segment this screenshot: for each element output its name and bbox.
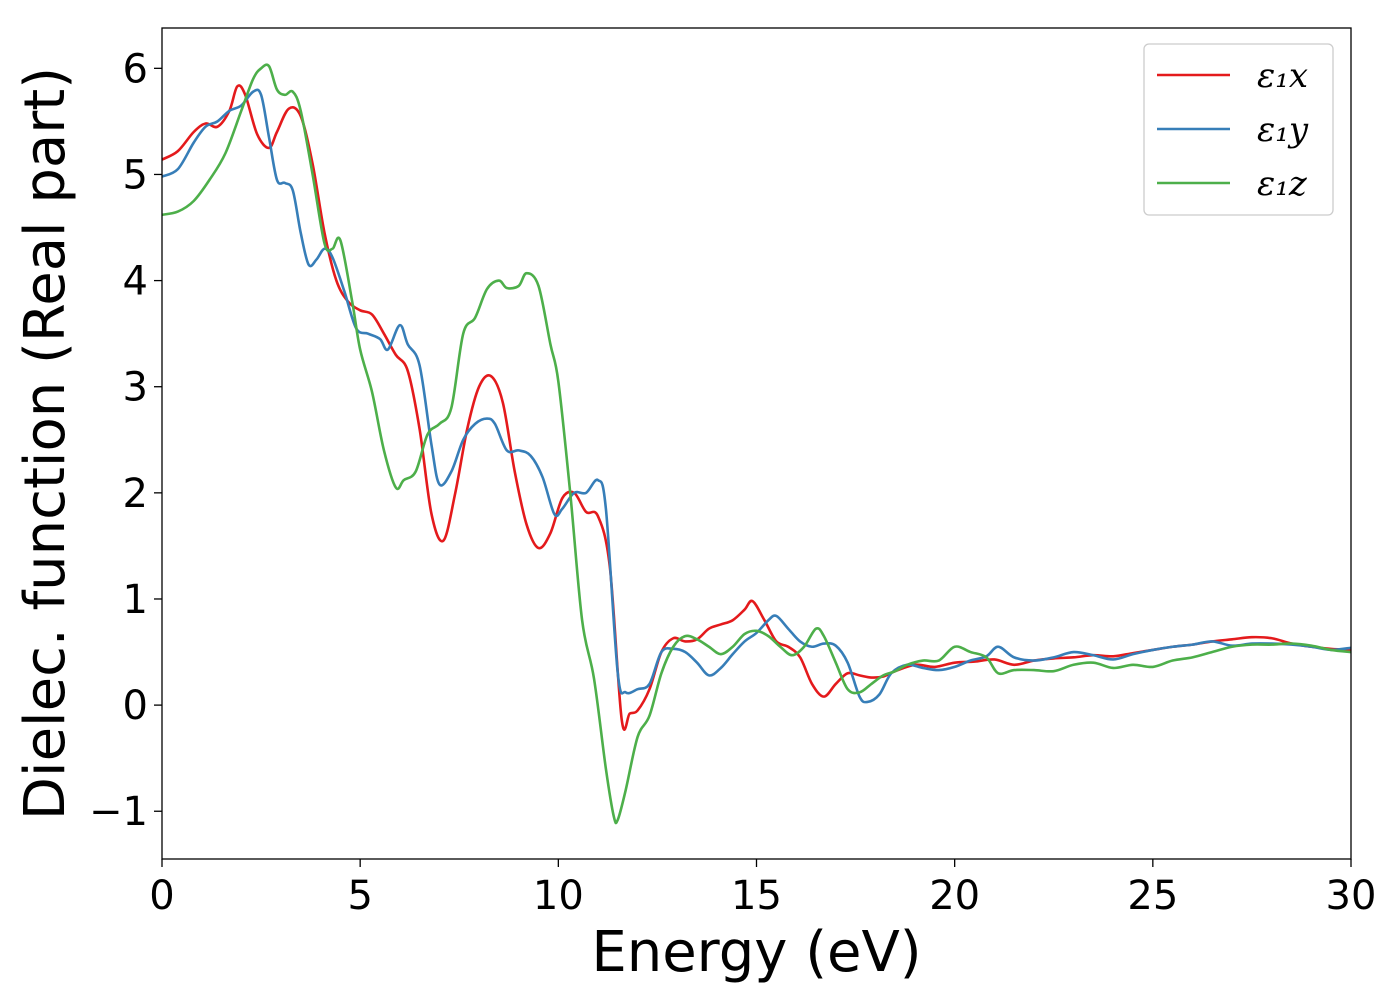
series-line-2 <box>162 88 1351 704</box>
x-axis-title: Energy (eV) <box>591 920 921 985</box>
y-tick-label: 4 <box>123 259 148 305</box>
x-tick-label: 20 <box>929 873 980 919</box>
x-axis: 0 5 10 15 20 25 30 <box>149 859 1376 919</box>
x-tick-label: 10 <box>533 873 584 919</box>
y-tick-label: 3 <box>123 365 148 411</box>
legend-label: ε₁y <box>1257 110 1309 150</box>
y-axis-title: Dielec. function (Real part) <box>13 67 78 820</box>
legend: ε₁x ε₁y ε₁z <box>1143 43 1334 216</box>
y-tick-label: 5 <box>123 152 148 198</box>
x-tick-label: 25 <box>1127 873 1178 919</box>
y-tick-label: 1 <box>123 577 148 623</box>
legend-box <box>1143 43 1334 216</box>
x-tick-label: 5 <box>347 873 372 919</box>
series-line-3 <box>162 63 1351 825</box>
y-tick-label: 6 <box>123 46 148 92</box>
y-tick-label: 2 <box>123 471 148 517</box>
y-tick-label: 0 <box>123 683 148 729</box>
y-tick-label: −1 <box>89 789 148 835</box>
x-tick-label: 15 <box>731 873 782 919</box>
x-tick-label: 0 <box>149 873 174 919</box>
x-tick-label: 30 <box>1326 873 1377 919</box>
y-axis: −1 0 1 2 3 4 5 6 <box>89 46 162 835</box>
legend-label: ε₁x <box>1257 56 1308 96</box>
legend-label: ε₁z <box>1257 164 1308 204</box>
plot-area <box>162 63 1351 825</box>
